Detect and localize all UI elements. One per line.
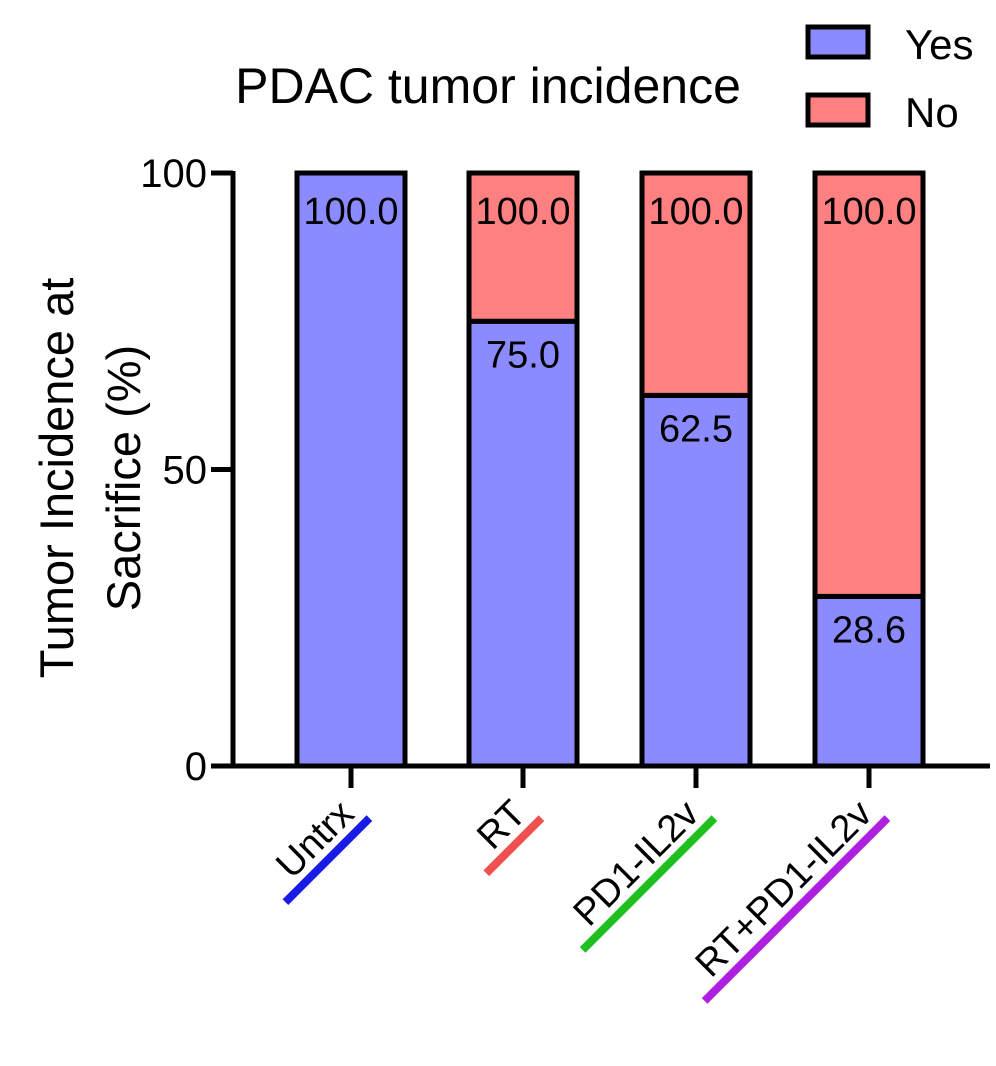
legend-label-no: No [905,89,959,136]
data-label-yes-pd1-il2v: 62.5 [659,408,733,450]
data-label-total-rt: 100.0 [475,191,570,233]
bar-yes-pd1-il2v [639,392,753,769]
x-tick-label-rt: RT [469,793,534,858]
bar-no-rt [466,170,580,324]
bar-yes-rt [466,318,580,769]
y-tick-label-50: 50 [163,449,208,493]
y-tick-label-100: 100 [140,152,207,196]
category-color-line-rt-pd1-il2v [701,815,891,1004]
data-label-total-rt-pd1-il2v: 100.0 [821,191,916,233]
data-label-yes-rt-pd1-il2v: 28.6 [832,609,906,651]
category-color-line-pd1-il2v [579,815,718,953]
bar-no-pd1-il2v [639,170,753,398]
y-axis-title-line-2: Sacrifice (%) [97,345,150,611]
y-axis-title: Tumor Incidence at Sacrifice (%) [30,278,150,679]
category-color-line-rt [483,815,545,877]
legend-swatch-no [805,92,871,128]
y-tick-label-0: 0 [185,745,207,789]
data-label-total-pd1-il2v: 100.0 [648,191,743,233]
chart-title: PDAC tumor incidence [235,58,741,114]
legend-label-yes: Yes [905,21,974,68]
legend: Yes No [805,21,974,136]
y-axis-title-line-1: Tumor Incidence at [30,278,83,679]
data-label-yes-rt: 75.0 [486,334,560,376]
legend-swatch-yes [805,24,871,60]
data-label-total-untrx: 100.0 [303,191,398,233]
x-tick-label-pd1-il2v: PD1-IL2v [566,793,708,935]
bar-no-rt-pd1-il2v [812,170,926,599]
bar-yes-untrx [294,170,408,769]
plot-area: 100.0 75.0 100.0 62.5 100.0 28.6 100.0 [294,170,926,769]
category-color-line-untrx [282,815,373,905]
